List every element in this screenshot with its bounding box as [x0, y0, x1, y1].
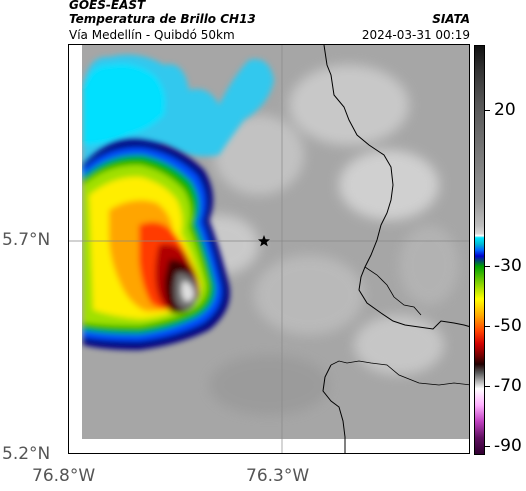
source-label: SIATA [432, 12, 470, 26]
datetime-label: 2024-03-31 00:19 [361, 28, 470, 42]
colorbar-label: 20 [494, 100, 516, 120]
colorbar-tick [485, 266, 490, 267]
map-panel[interactable] [68, 44, 470, 454]
lat-tick-label: 5.2°N [2, 444, 51, 464]
lon-tick-label: 76.3°W [246, 466, 310, 486]
colorbar-tick [485, 386, 490, 387]
colorbar-tick [485, 326, 490, 327]
colorbar-tick [485, 446, 490, 447]
colorbar-label: -70 [494, 376, 522, 396]
colorbar-tick [485, 110, 490, 111]
temperature-colorbar [474, 45, 485, 455]
colorbar-label: -30 [494, 256, 522, 276]
satellite-name: GOES-EAST [69, 0, 146, 12]
lon-tick-label: 76.8°W [32, 466, 96, 486]
region-label: Vía Medellín - Quibdó 50km [69, 28, 235, 42]
location-star-icon [258, 235, 270, 247]
lat-tick-label: 5.7°N [2, 230, 51, 250]
satellite-image [69, 45, 469, 453]
product-title: Temperatura de Brillo CH13 [69, 12, 256, 26]
colorbar-label: -90 [494, 436, 522, 456]
colorbar-label: -50 [494, 316, 522, 336]
